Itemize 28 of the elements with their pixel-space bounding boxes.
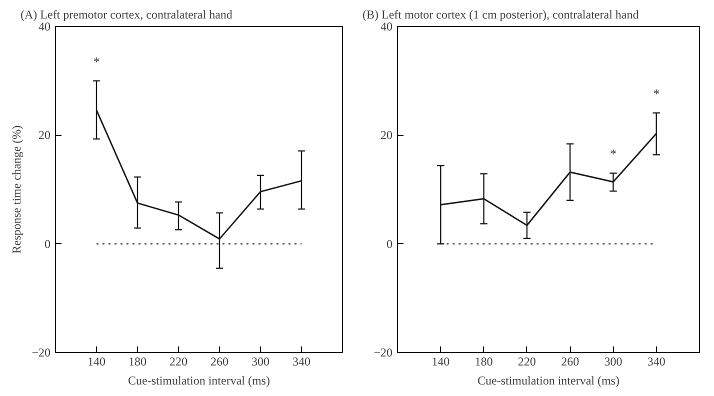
annotation: * [653, 86, 660, 101]
x-tick-label: 140 [432, 354, 450, 368]
y-axis-title: Response time change (%) [10, 125, 24, 254]
annotation: * [93, 54, 100, 69]
x-tick-label: 260 [210, 354, 228, 368]
y-tick-label: 0 [386, 236, 392, 251]
x-tick-label: 300 [252, 354, 270, 368]
y-tick-label: −20 [32, 346, 51, 360]
x-tick-label: 220 [518, 354, 536, 368]
x-axis-title: Cue-stimulation interval (ms) [128, 374, 270, 388]
chart-title: (B) Left motor cortex (1 cm posterior), contralateral hand [362, 8, 639, 22]
y-tick-label: 20 [38, 128, 50, 142]
x-tick-label: 260 [561, 354, 580, 368]
x-tick-label: 340 [292, 354, 310, 368]
x-tick-label: 300 [604, 354, 622, 368]
x-tick-label: 140 [88, 354, 106, 368]
y-tick-label: 20 [380, 128, 392, 142]
chart-title: (A) Left premotor cortex, contralateral hand [20, 8, 232, 22]
y-tick-label: 40 [380, 20, 392, 34]
y-tick-label: 0 [44, 236, 50, 251]
y-tick-label: −20 [374, 346, 393, 360]
x-tick-label: 340 [647, 354, 666, 368]
annotation: * [610, 146, 616, 162]
y-tick-label: 40 [38, 20, 50, 34]
x-tick-label: 220 [170, 354, 188, 368]
x-axis-title: Cue-stimulation interval (ms) [478, 374, 620, 388]
x-tick-label: 180 [474, 354, 493, 368]
x-tick-label: 180 [128, 354, 146, 368]
